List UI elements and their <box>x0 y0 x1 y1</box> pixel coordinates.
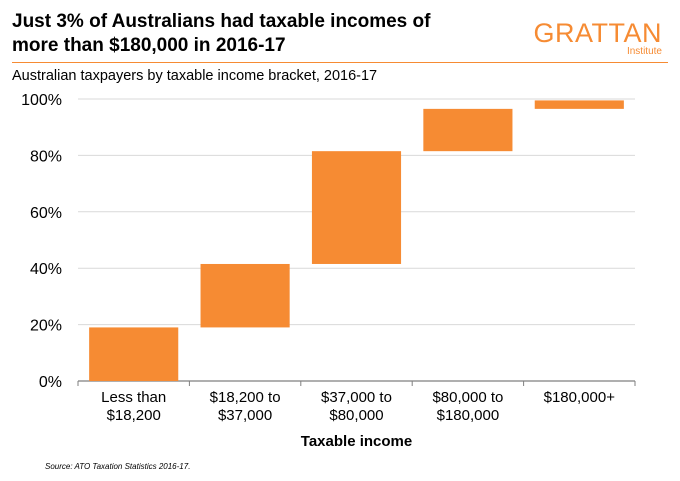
y-tick-label: 80% <box>30 148 62 165</box>
x-tick-label-line: $37,000 to <box>321 389 392 406</box>
x-tick-label-line: $80,000 <box>329 407 383 424</box>
bar <box>200 263 290 328</box>
x-tick-label: $80,000 to $180,000 <box>432 389 503 424</box>
x-tick-label: $180,000+ <box>544 389 616 406</box>
x-axis-title: Taxable income <box>301 433 412 450</box>
x-tick-label-line: $180,000+ <box>544 389 616 406</box>
bar <box>534 100 624 109</box>
x-tick-label-line: $80,000 to <box>432 389 503 406</box>
y-tick-label: 0% <box>39 374 62 391</box>
bar <box>89 327 179 381</box>
y-tick-label: 60% <box>30 205 62 222</box>
title-line-1: Just 3% of Australians had taxable incom… <box>12 11 431 32</box>
x-tick-label: $18,200 to $37,000 <box>210 389 281 424</box>
chart-subtitle: Australian taxpayers by taxable income b… <box>12 68 378 84</box>
x-tick-label-line: $37,000 <box>218 407 272 424</box>
header-rule <box>12 62 668 63</box>
bar <box>423 108 513 152</box>
grattan-logo: GRATTAN Institute <box>533 18 663 58</box>
bar <box>311 151 402 264</box>
logo-subtext: Institute <box>626 46 662 57</box>
logo-wordmark: GRATTAN <box>533 18 662 48</box>
y-tick-label: 20% <box>30 318 62 335</box>
x-tick-label-line: $18,200 to <box>210 389 281 406</box>
x-tick-label: Less than $18,200 <box>101 389 166 424</box>
title-line-2: more than $180,000 in 2016-17 <box>12 35 286 56</box>
x-tick-label-line: $180,000 <box>437 407 500 424</box>
source-note: Source: ATO Taxation Statistics 2016-17. <box>45 462 191 471</box>
x-tick-label-line: $18,200 <box>107 407 161 424</box>
x-tick-label-line: Less than <box>101 389 166 406</box>
y-tick-label: 40% <box>30 261 62 278</box>
x-tick-label: $37,000 to $80,000 <box>321 389 392 424</box>
y-tick-label: 100% <box>21 92 62 109</box>
chart-title: Just 3% of Australians had taxable incom… <box>12 10 512 58</box>
